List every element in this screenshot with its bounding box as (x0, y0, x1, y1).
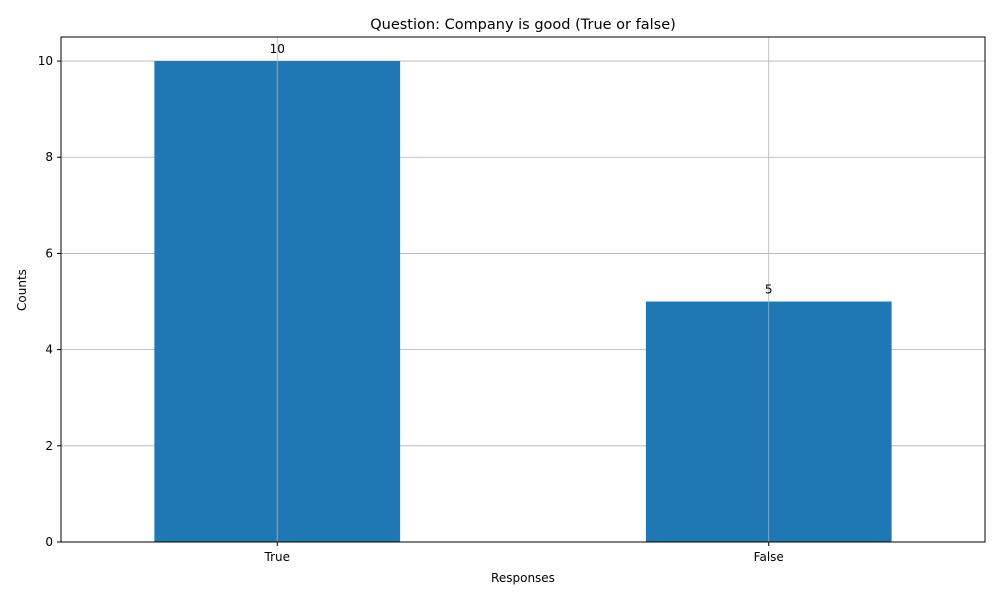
data-label: 10 (270, 42, 285, 56)
x-tick-label: False (754, 550, 784, 564)
x-grid-overlay (276, 37, 770, 542)
data-labels: 10 5 (270, 42, 773, 296)
x-tick-label: True (264, 550, 291, 564)
x-axis-label: Responses (491, 571, 555, 585)
y-axis-label: Counts (15, 269, 29, 311)
chart-title: Question: Company is good (True or false… (370, 17, 676, 33)
y-tick-label: 4 (45, 343, 53, 357)
y-axis-ticks: 0 2 4 6 8 10 (38, 54, 61, 549)
y-tick-label: 0 (45, 535, 53, 549)
plot-frame (60, 36, 986, 543)
y-tick-label: 6 (45, 246, 53, 260)
y-tick-label: 10 (38, 54, 53, 68)
y-tick-label: 2 (45, 439, 53, 453)
x-axis-ticks: True False (264, 542, 784, 564)
y-tick-label: 8 (45, 150, 53, 164)
data-label: 5 (765, 283, 773, 297)
